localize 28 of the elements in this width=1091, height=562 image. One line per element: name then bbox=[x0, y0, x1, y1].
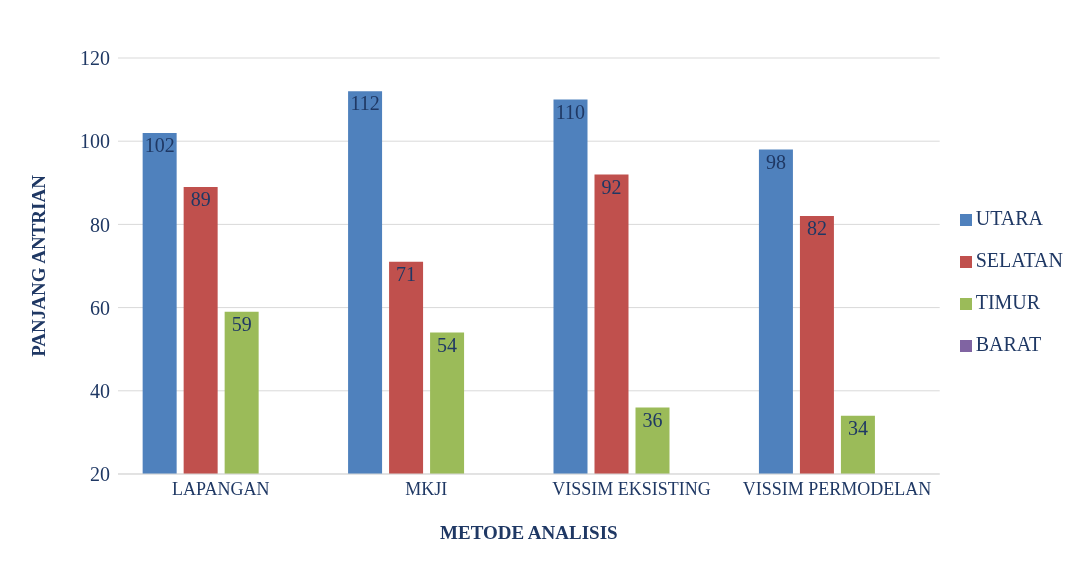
data-label: 112 bbox=[350, 92, 380, 115]
data-label: 102 bbox=[144, 134, 175, 157]
x-tick-label: MKJI bbox=[405, 478, 448, 499]
y-axis-title: PANJANG ANTRIAN bbox=[27, 174, 49, 357]
data-label: 54 bbox=[437, 333, 458, 356]
data-label: 59 bbox=[231, 312, 252, 335]
x-tick-label: VISSIM EKSISTING bbox=[552, 478, 711, 499]
data-label: 36 bbox=[642, 408, 663, 431]
legend-label: TIMUR bbox=[975, 291, 1041, 313]
x-tick-label: LAPANGAN bbox=[172, 478, 270, 499]
legend-label: UTARA bbox=[975, 207, 1043, 229]
data-label: 92 bbox=[601, 175, 622, 198]
legend-label: SELATAN bbox=[975, 249, 1063, 271]
legend-label: BARAT bbox=[975, 333, 1042, 355]
x-axis-title: METODE ANALISIS bbox=[440, 522, 618, 543]
data-label: 82 bbox=[806, 217, 827, 240]
y-tick-label: 120 bbox=[80, 47, 110, 70]
y-tick-label: 60 bbox=[90, 296, 110, 319]
y-tick-label: 20 bbox=[90, 463, 110, 486]
y-tick-label: 100 bbox=[80, 130, 110, 153]
data-label: 110 bbox=[555, 100, 586, 123]
data-label: 89 bbox=[190, 188, 211, 211]
data-label: 98 bbox=[765, 150, 786, 173]
data-label: 71 bbox=[396, 263, 417, 286]
y-tick-label: 80 bbox=[90, 213, 110, 236]
data-label: 34 bbox=[847, 416, 868, 439]
y-tick-label: 40 bbox=[90, 379, 110, 402]
x-tick-label: VISSIM PERMODELAN bbox=[742, 478, 932, 499]
